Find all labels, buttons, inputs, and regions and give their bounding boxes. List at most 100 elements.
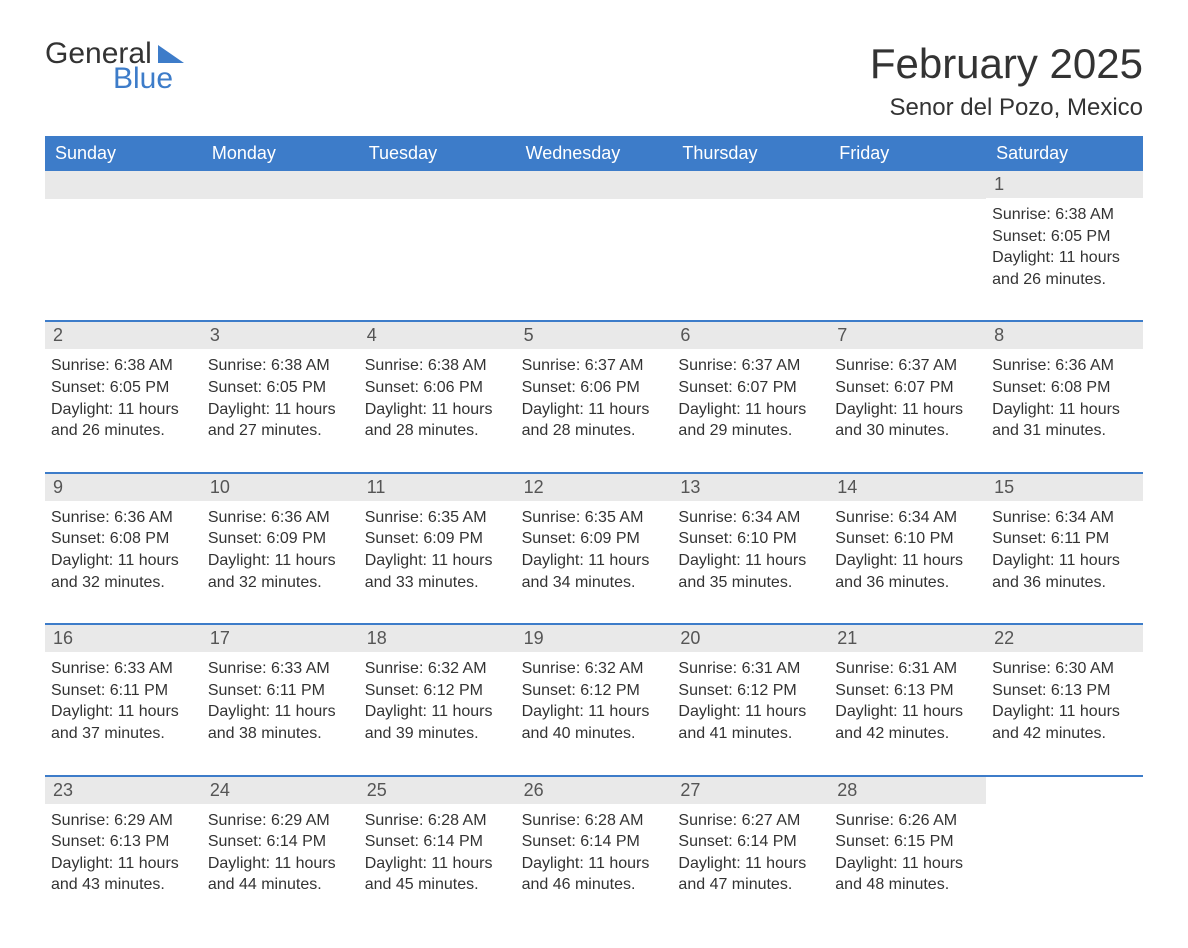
day-details: Sunrise: 6:38 AMSunset: 6:06 PMDaylight:… [365,355,510,441]
calendar-day [202,171,359,302]
weekday-header: Thursday [672,136,829,171]
day-details: Sunrise: 6:38 AMSunset: 6:05 PMDaylight:… [992,204,1137,290]
day-number: 9 [45,474,202,501]
page-title: February 2025 [870,40,1143,88]
day-number: 3 [202,322,359,349]
empty-day-bar [516,171,673,199]
day-details: Sunrise: 6:36 AMSunset: 6:08 PMDaylight:… [992,355,1137,441]
calendar-day: 21Sunrise: 6:31 AMSunset: 6:13 PMDayligh… [829,625,986,756]
empty-day-bar [829,171,986,199]
calendar-header-row: SundayMondayTuesdayWednesdayThursdayFrid… [45,136,1143,171]
calendar-day: 3 Sunrise: 6:38 AMSunset: 6:05 PMDaylight… [202,322,359,453]
day-number: 17 [202,625,359,652]
weekday-header: Tuesday [359,136,516,171]
empty-day-bar [45,171,202,199]
calendar-week: 23 Sunrise: 6:29 AMSunset: 6:13 PMDayligh… [45,775,1143,908]
calendar-day: 14 Sunrise: 6:34 AMSunset: 6:10 PMDayligh… [829,474,986,605]
calendar-day: 24 Sunrise: 6:29 AMSunset: 6:14 PMDayligh… [202,777,359,908]
calendar-day: 18 Sunrise: 6:32 AMSunset: 6:12 PMDayligh… [359,625,516,756]
day-number: 2 [45,322,202,349]
calendar-day: 12 Sunrise: 6:35 AMSunset: 6:09 PMDayligh… [516,474,673,605]
day-details: Sunrise: 6:27 AMSunset: 6:14 PMDaylight:… [678,810,823,896]
calendar-week: 1 Sunrise: 6:38 AMSunset: 6:05 PMDaylight… [45,171,1143,302]
day-details: Sunrise: 6:30 AMSunset: 6:13 PMDaylight:… [992,658,1137,744]
day-number: 15 [986,474,1143,501]
day-number: 20 [672,625,829,652]
location: Senor del Pozo, Mexico [870,94,1143,122]
calendar-day: 26 Sunrise: 6:28 AMSunset: 6:14 PMDayligh… [516,777,673,908]
calendar: SundayMondayTuesdayWednesdayThursdayFrid… [45,136,1143,908]
day-details: Sunrise: 6:29 AMSunset: 6:13 PMDaylight:… [51,810,196,896]
calendar-day [829,171,986,302]
calendar-week: 9 Sunrise: 6:36 AMSunset: 6:08 PMDaylight… [45,472,1143,605]
day-details: Sunrise: 6:34 AMSunset: 6:10 PMDaylight:… [678,507,823,593]
calendar-day [45,171,202,302]
day-details: Sunrise: 6:34 AMSunset: 6:10 PMDaylight:… [835,507,980,593]
day-number: 1 [986,171,1143,198]
day-number: 22 [986,625,1143,652]
day-details: Sunrise: 6:28 AMSunset: 6:14 PMDaylight:… [522,810,667,896]
calendar-body: 1 Sunrise: 6:38 AMSunset: 6:05 PMDaylight… [45,171,1143,908]
day-number: 18 [359,625,516,652]
day-number: 16 [45,625,202,652]
calendar-day: 11 Sunrise: 6:35 AMSunset: 6:09 PMDayligh… [359,474,516,605]
day-number: 28 [829,777,986,804]
day-details: Sunrise: 6:31 AMSunset: 6:12 PMDaylight:… [678,658,823,744]
day-number: 24 [202,777,359,804]
calendar-day: 8 Sunrise: 6:36 AMSunset: 6:08 PMDaylight… [986,322,1143,453]
day-details: Sunrise: 6:29 AMSunset: 6:14 PMDaylight:… [208,810,353,896]
calendar-day [672,171,829,302]
day-details: Sunrise: 6:38 AMSunset: 6:05 PMDaylight:… [208,355,353,441]
day-details: Sunrise: 6:36 AMSunset: 6:09 PMDaylight:… [208,507,353,593]
calendar-day [986,777,1143,908]
day-details: Sunrise: 6:33 AMSunset: 6:11 PMDaylight:… [51,658,196,744]
day-number: 13 [672,474,829,501]
day-number: 8 [986,322,1143,349]
calendar-day: 5Sunrise: 6:37 AMSunset: 6:06 PMDaylight… [516,322,673,453]
calendar-day: 13 Sunrise: 6:34 AMSunset: 6:10 PMDayligh… [672,474,829,605]
calendar-day: 23 Sunrise: 6:29 AMSunset: 6:13 PMDayligh… [45,777,202,908]
calendar-day: 17 Sunrise: 6:33 AMSunset: 6:11 PMDayligh… [202,625,359,756]
weekday-header: Friday [829,136,986,171]
calendar-day: 4Sunrise: 6:38 AMSunset: 6:06 PMDaylight… [359,322,516,453]
day-number: 14 [829,474,986,501]
logo-blue: Blue [113,65,184,94]
weekday-header: Sunday [45,136,202,171]
title-block: February 2025 Senor del Pozo, Mexico [870,40,1143,122]
day-number: 5 [516,322,673,349]
day-details: Sunrise: 6:32 AMSunset: 6:12 PMDaylight:… [365,658,510,744]
day-number: 11 [359,474,516,501]
calendar-day: 19Sunrise: 6:32 AMSunset: 6:12 PMDayligh… [516,625,673,756]
calendar-day: 1 Sunrise: 6:38 AMSunset: 6:05 PMDaylight… [986,171,1143,302]
logo-triangle-icon [158,45,184,63]
day-number: 6 [672,322,829,349]
calendar-day: 9 Sunrise: 6:36 AMSunset: 6:08 PMDaylight… [45,474,202,605]
calendar-day: 25 Sunrise: 6:28 AMSunset: 6:14 PMDayligh… [359,777,516,908]
day-number: 19 [516,625,673,652]
day-details: Sunrise: 6:28 AMSunset: 6:14 PMDaylight:… [365,810,510,896]
day-details: Sunrise: 6:35 AMSunset: 6:09 PMDaylight:… [365,507,510,593]
day-number: 12 [516,474,673,501]
weekday-header: Wednesday [516,136,673,171]
empty-day-bar [672,171,829,199]
empty-day-bar [202,171,359,199]
day-details: Sunrise: 6:37 AMSunset: 6:07 PMDaylight:… [835,355,980,441]
day-number: 23 [45,777,202,804]
calendar-week: 16Sunrise: 6:33 AMSunset: 6:11 PMDayligh… [45,623,1143,756]
day-details: Sunrise: 6:31 AMSunset: 6:13 PMDaylight:… [835,658,980,744]
weekday-header: Monday [202,136,359,171]
day-details: Sunrise: 6:35 AMSunset: 6:09 PMDaylight:… [522,507,667,593]
day-number: 7 [829,322,986,349]
day-details: Sunrise: 6:36 AMSunset: 6:08 PMDaylight:… [51,507,196,593]
calendar-day: 10 Sunrise: 6:36 AMSunset: 6:09 PMDayligh… [202,474,359,605]
calendar-day [359,171,516,302]
day-number: 26 [516,777,673,804]
day-details: Sunrise: 6:34 AMSunset: 6:11 PMDaylight:… [992,507,1137,593]
weekday-header: Saturday [986,136,1143,171]
day-details: Sunrise: 6:38 AMSunset: 6:05 PMDaylight:… [51,355,196,441]
day-number: 25 [359,777,516,804]
day-number: 10 [202,474,359,501]
calendar-day: 2 Sunrise: 6:38 AMSunset: 6:05 PMDaylight… [45,322,202,453]
calendar-day: 27Sunrise: 6:27 AMSunset: 6:14 PMDayligh… [672,777,829,908]
day-details: Sunrise: 6:33 AMSunset: 6:11 PMDaylight:… [208,658,353,744]
